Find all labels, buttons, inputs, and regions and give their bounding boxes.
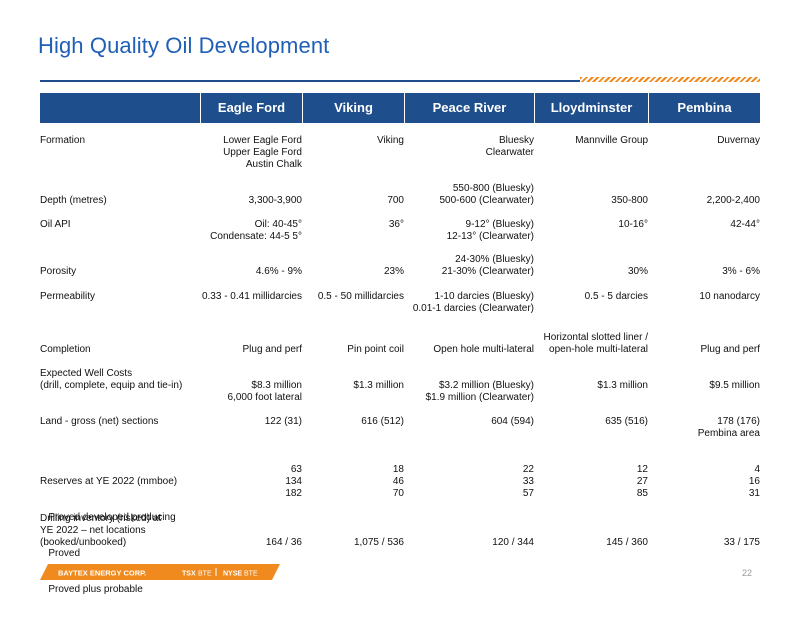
cell-lloydminster: Horizontal slotted liner / open-hole mul…: [543, 332, 649, 355]
cell-peace-river: 120 / 344: [492, 537, 534, 548]
footer-nyse-ticker: BTE: [244, 571, 258, 578]
cell-pembina-duvernay: 42-44°: [730, 219, 760, 230]
cell-pembina-duvernay: 4 16 31: [748, 464, 760, 499]
cell-lloydminster: $1.3 million: [597, 380, 648, 391]
cell-peace-river: 1-10 darcies (Bluesky) 0.01-1 darcies (C…: [412, 291, 534, 314]
cell-lloydminster: 10-16°: [618, 219, 648, 230]
cell-lloydminster: 0.5 - 5 darcies: [584, 291, 648, 302]
row-label: Land - gross (net) sections: [40, 416, 159, 427]
cell-viking: $1.3 million: [353, 380, 404, 391]
cell-viking: 0.5 - 50 millidarcies: [317, 291, 404, 302]
cell-viking: 700: [387, 195, 404, 206]
cell-pembina-duvernay: 3% - 6%: [722, 266, 760, 277]
cell-lloydminster: 12 27 85: [636, 464, 648, 499]
column-header-lloydminster: Lloydminster: [534, 93, 648, 123]
cell-lloydminster: 30%: [627, 266, 648, 277]
row-label: Expected Well Costs (drill, complete, eq…: [40, 368, 183, 391]
cell-eagle-ford: Plug and perf: [242, 344, 303, 355]
cell-peace-river: 604 (594): [491, 416, 534, 427]
footer-brand-graphic: BAYTEX ENERGY CORP. TSX BTE NYSE BTE: [40, 564, 280, 580]
table-header: Eagle Ford Viking Peace River Lloydminst…: [40, 93, 760, 145]
footer-nyse-label: NYSE: [223, 571, 242, 578]
cell-eagle-ford: 0.33 - 0.41 millidarcies: [201, 291, 302, 302]
title-hatch-accent: [580, 77, 760, 82]
cell-peace-river: 22 33 57: [522, 464, 534, 499]
cell-viking: 1,075 / 536: [353, 537, 404, 548]
cell-peace-river: 24-30% (Bluesky) 21-30% (Clearwater): [441, 254, 534, 277]
footer-tsx-label: TSX: [182, 571, 196, 578]
row-label: Completion: [40, 344, 91, 355]
cell-viking: Pin point coil: [347, 344, 404, 355]
column-header-viking: Viking: [302, 93, 404, 123]
cell-eagle-ford: $8.3 million 6,000 foot lateral: [227, 380, 303, 403]
cell-viking: 18 46 70: [392, 464, 404, 499]
cell-eagle-ford: 122 (31): [264, 416, 302, 427]
cell-eagle-ford: Oil: 40-45° Condensate: 44-5 5°: [210, 219, 302, 242]
row-label: Permeability: [40, 291, 96, 302]
row-label: Reserves at YE 2022 (mmboe) Proved devel…: [40, 476, 178, 595]
cell-lloydminster: Mannville Group: [575, 135, 648, 146]
footer-tsx-ticker: BTE: [198, 571, 212, 578]
cell-viking: 616 (512): [361, 416, 404, 427]
cell-lloydminster: 635 (516): [605, 416, 648, 427]
row-label: Oil API: [40, 219, 71, 230]
row-label: Drilling inventory (risked) at YE 2022 –…: [40, 513, 162, 548]
cell-pembina-duvernay: 33 / 175: [723, 537, 760, 548]
column-header-pembina-duvernay: Pembina Duvernay: [648, 93, 760, 145]
cell-pembina-duvernay: Plug and perf: [700, 344, 761, 355]
cell-viking: Viking: [376, 135, 404, 146]
page-number: 22: [741, 568, 752, 578]
cell-viking: 36°: [388, 219, 404, 230]
footer-brand-bar: BAYTEX ENERGY CORP. TSX BTE NYSE BTE: [40, 564, 280, 580]
row-label: Porosity: [40, 266, 77, 277]
cell-eagle-ford: 164 / 36: [265, 537, 302, 548]
cell-pembina-duvernay: 178 (176) Pembina area: [697, 416, 760, 439]
title-underline: [40, 80, 580, 82]
page-title: High Quality Oil Development: [38, 33, 330, 58]
cell-peace-river: 550-800 (Bluesky) 500-600 (Clearwater): [439, 183, 535, 206]
cell-pembina-duvernay: 2,200-2,400: [706, 195, 760, 206]
cell-eagle-ford: Lower Eagle Ford Upper Eagle Ford Austin…: [223, 135, 302, 170]
cell-lloydminster: 145 / 360: [606, 537, 648, 548]
cell-peace-river: Bluesky Clearwater: [485, 135, 534, 158]
cell-peace-river: Open hole multi-lateral: [433, 344, 534, 355]
cell-eagle-ford: 63 134 182: [285, 464, 302, 499]
column-header-eagle-ford: Eagle Ford: [200, 93, 302, 123]
row-label: Depth (metres): [40, 195, 107, 206]
cell-pembina-duvernay: 10 nanodarcy: [699, 291, 760, 302]
cell-pembina-duvernay: $9.5 million: [709, 380, 760, 391]
cell-eagle-ford: 3,300-3,900: [248, 195, 302, 206]
cell-lloydminster: 350-800: [611, 195, 648, 206]
footer-company-name: BAYTEX ENERGY CORP.: [58, 569, 146, 578]
cell-eagle-ford: 4.6% - 9%: [255, 266, 302, 277]
cell-viking: 23%: [383, 266, 404, 277]
cell-peace-river: 9-12° (Bluesky) 12-13° (Clearwater): [446, 219, 534, 242]
cell-peace-river: $3.2 million (Bluesky) $1.9 million (Cle…: [425, 380, 534, 403]
row-label: Formation: [40, 135, 86, 146]
cell-pembina-duvernay: Duvernay: [717, 135, 760, 146]
footer-bar-shape: [40, 564, 280, 580]
column-header-peace-river: Peace River: [404, 93, 534, 123]
